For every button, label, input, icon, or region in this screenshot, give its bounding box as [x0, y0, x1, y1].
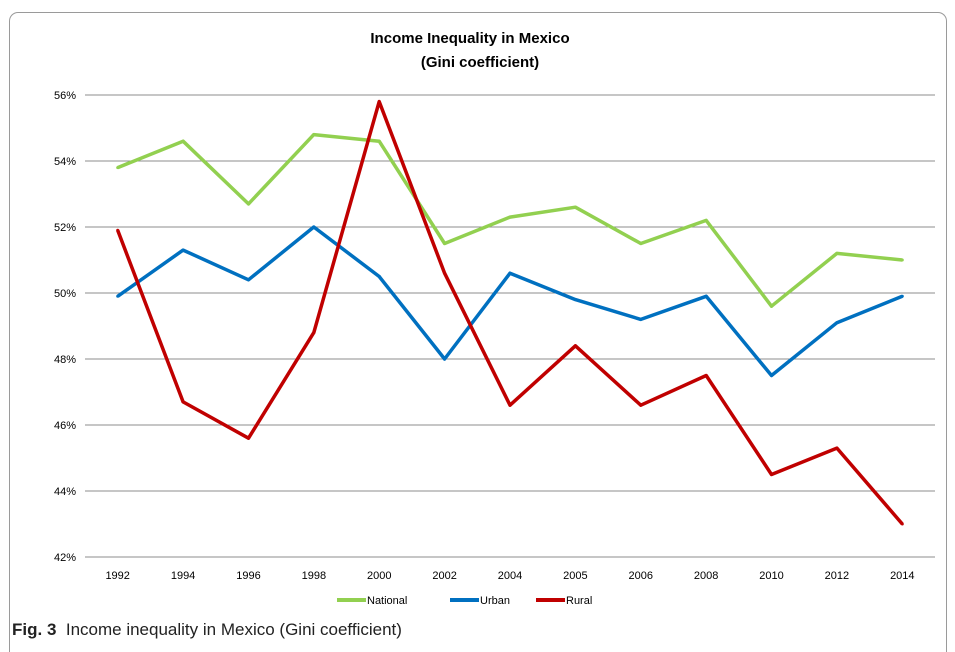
legend: National Urban Rural [337, 595, 592, 607]
data-point-national [377, 139, 381, 143]
data-point-rural [246, 436, 250, 440]
data-point-urban [508, 271, 512, 275]
y-axis: 42% 44% 46% 48% 50% 52% 54% 56% [54, 90, 76, 564]
data-point-rural [377, 100, 381, 104]
data-point-national [835, 251, 839, 255]
y-tick-label: 50% [54, 288, 76, 300]
data-point-urban [443, 357, 447, 361]
data-point-national [116, 166, 120, 170]
figure-label: Fig. 3 [12, 620, 57, 639]
data-point-urban [377, 275, 381, 278]
data-point-national [639, 242, 643, 245]
x-tick-label: 2010 [759, 570, 783, 582]
data-point-urban [704, 294, 708, 298]
x-tick-label: 2008 [694, 570, 718, 582]
series-line-urban [116, 225, 903, 378]
y-tick-label: 46% [54, 420, 76, 432]
data-point-rural [639, 403, 643, 407]
data-point-urban [639, 317, 643, 321]
data-point-urban [246, 278, 250, 282]
data-point-urban [770, 374, 774, 377]
data-point-rural [573, 344, 577, 348]
x-tick-label: 2000 [367, 570, 391, 582]
chart-title: Income Inequality in Mexico [370, 30, 569, 47]
x-tick-label: 2004 [498, 570, 522, 582]
series-line-rural [116, 99, 904, 526]
y-tick-label: 48% [54, 354, 76, 366]
x-tick-label: 1998 [302, 570, 326, 582]
x-tick-label: 1994 [171, 570, 195, 582]
data-point-national [770, 304, 774, 308]
series-lines [116, 99, 904, 526]
x-tick-label: 2012 [825, 570, 849, 582]
data-point-national [181, 139, 185, 143]
data-point-rural [835, 446, 839, 450]
x-axis: 1992 1994 1996 1998 2000 2002 2004 2005 2006 2008… [105, 570, 914, 582]
data-point-national [312, 133, 316, 137]
y-tick-label: 42% [54, 552, 76, 564]
figure-caption-text: Income inequality in Mexico (Gini coeffi… [65, 620, 402, 639]
chart-subtitle: (Gini coefficient) [421, 54, 539, 71]
y-tick-label: 54% [54, 156, 76, 168]
data-point-rural [900, 522, 904, 526]
chart-svg: Income Inequality in Mexico (Gini coeffi… [54, 30, 935, 607]
data-point-national [443, 242, 447, 245]
data-point-national [508, 215, 512, 219]
figure-caption: Fig. 3 Income inequality in Mexico (Gini… [12, 620, 402, 640]
x-tick-label: 2002 [432, 570, 456, 582]
data-point-national [573, 205, 577, 209]
y-tick-label: 56% [54, 90, 76, 102]
x-tick-label: 1996 [236, 570, 260, 582]
data-point-rural [704, 374, 708, 377]
legend-label-urban: Urban [480, 595, 510, 607]
data-point-rural [508, 403, 512, 407]
x-tick-label: 2014 [890, 570, 914, 582]
x-tick-label: 2005 [563, 570, 587, 582]
data-point-rural [312, 331, 316, 335]
series-line-national [117, 132, 903, 308]
legend-label-national: National [367, 595, 407, 607]
data-point-urban [835, 321, 839, 325]
data-point-urban [312, 225, 316, 229]
data-point-urban [573, 298, 577, 302]
x-tick-label: 2006 [629, 570, 653, 582]
y-tick-label: 44% [54, 486, 76, 498]
data-point-rural [770, 473, 774, 476]
x-tick-label: 1992 [105, 570, 129, 582]
data-point-national [246, 202, 250, 206]
data-point-rural [443, 271, 447, 275]
data-point-national [900, 258, 904, 262]
chart-frame [9, 12, 947, 652]
legend-label-rural: Rural [566, 595, 592, 607]
y-tick-label: 52% [54, 222, 76, 234]
data-point-urban [181, 248, 185, 252]
gridlines [85, 94, 935, 558]
data-point-urban [116, 294, 120, 298]
data-point-urban [900, 294, 904, 298]
data-point-rural [116, 228, 120, 232]
data-point-rural [181, 400, 185, 404]
data-point-national [704, 218, 708, 222]
